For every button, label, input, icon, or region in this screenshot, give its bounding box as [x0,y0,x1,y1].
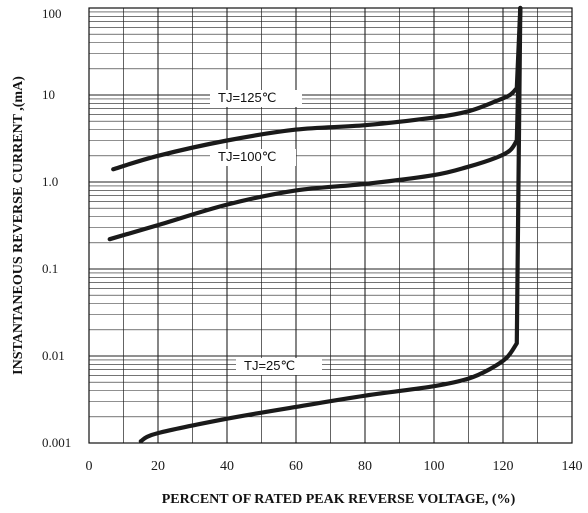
x-tick-label: 40 [220,459,234,474]
x-tick-label: 140 [562,459,583,474]
series-line-1 [111,5,523,172]
series-line-2 [107,5,523,242]
y-tick-label: 10 [42,87,55,102]
y-tick-label: 0.1 [42,261,58,276]
chart-series-group [107,5,523,444]
series-label-background [210,149,296,166]
x-axis-label: PERCENT OF RATED PEAK REVERSE VOLTAGE, (… [162,492,516,507]
x-tick-label: 60 [289,459,303,474]
y-tick-label: 0.01 [42,348,65,363]
series-label: TJ=25℃ [244,358,295,373]
series-label-background [236,358,322,375]
x-tick-label: 80 [358,459,372,474]
series-label-background [210,90,302,107]
y-tick-label: 100 [42,6,62,21]
series-labels: TJ=125℃ TJ=100℃ TJ=25℃ [210,90,322,375]
plot-frame [88,7,573,444]
x-tick-label: 100 [424,459,445,474]
series-label: TJ=100℃ [218,149,276,164]
series-line-3 [138,5,523,444]
x-axis-ticks: 0 20 40 60 80 100 120 140 [86,459,583,474]
y-tick-label: 1.0 [42,174,58,189]
y-axis-ticks: 0.001 0.01 0.1 1.0 10 100 [42,6,71,450]
y-axis-label: INSTANTANEOUS REVERSE CURRENT ,(mA) [11,76,26,375]
x-tick-label: 120 [493,459,514,474]
x-tick-label: 0 [86,459,93,474]
series-label: TJ=125℃ [218,90,276,105]
y-tick-label: 0.001 [42,435,71,450]
x-tick-label: 20 [151,459,165,474]
